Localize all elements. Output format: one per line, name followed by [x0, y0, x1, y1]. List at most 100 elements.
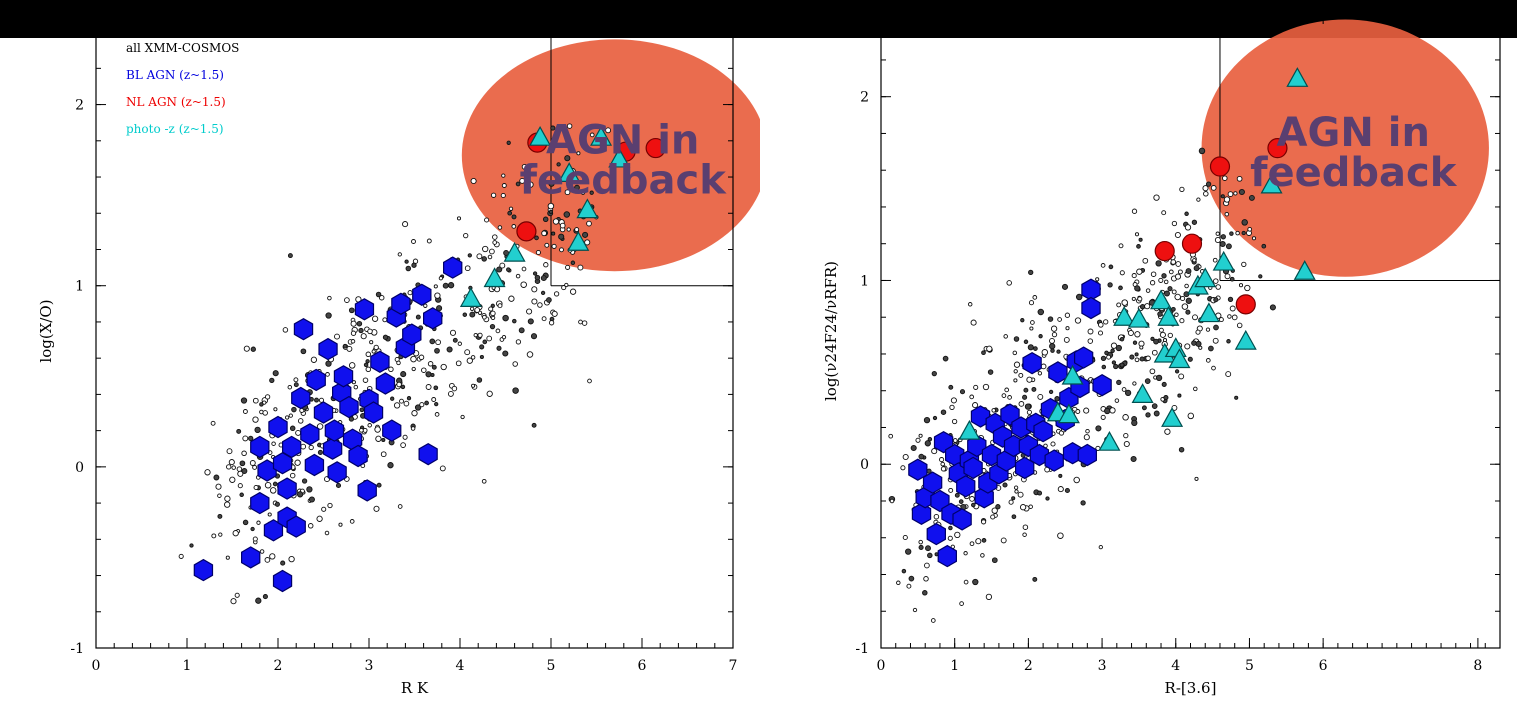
field-source-point — [274, 501, 280, 507]
x-axis-label: R K — [401, 679, 429, 697]
photo-z-point — [1293, 260, 1316, 280]
field-source-point — [1085, 428, 1090, 434]
field-source-point — [1083, 434, 1090, 441]
field-source-point — [1101, 364, 1107, 370]
field-source-point — [1213, 278, 1219, 284]
bl-agn-point — [933, 431, 954, 454]
field-source-point — [1194, 476, 1199, 481]
field-source-point — [1139, 304, 1146, 310]
field-source-point — [237, 483, 243, 489]
field-source-point — [228, 459, 235, 466]
field-source-point — [548, 320, 555, 326]
field-source-point — [375, 291, 382, 298]
field-source-point — [397, 504, 403, 509]
field-source-point — [578, 319, 583, 325]
field-source-point — [1171, 306, 1176, 312]
field-source-point — [1174, 231, 1181, 239]
field-source-point — [980, 553, 985, 558]
field-source-point — [469, 311, 476, 318]
field-source-point — [1123, 432, 1129, 439]
field-source-point — [310, 356, 318, 363]
field-source-point — [342, 343, 348, 349]
field-source-point — [492, 240, 498, 245]
field-source-point — [1144, 303, 1151, 310]
field-source-point — [995, 504, 1001, 510]
field-source-point — [434, 412, 440, 417]
field-source-point — [489, 323, 496, 330]
field-source-point — [1108, 264, 1114, 270]
field-source-point — [543, 262, 549, 268]
field-source-point — [1226, 339, 1231, 344]
x-tick-label: 6 — [1319, 658, 1328, 674]
field-source-point — [1223, 196, 1231, 203]
field-source-point — [289, 425, 296, 432]
series-circle — [1154, 138, 1288, 315]
field-source-point — [1022, 524, 1029, 530]
field-source-point — [239, 492, 244, 498]
field-source-point — [259, 549, 265, 554]
field-source-point — [470, 177, 477, 185]
field-source-point — [1174, 312, 1179, 317]
field-source-point — [1058, 473, 1063, 478]
field-source-point — [1017, 491, 1024, 498]
photo-z-point — [503, 241, 526, 262]
field-source-point — [1116, 379, 1122, 386]
field-source-point — [888, 433, 894, 439]
field-source-point — [580, 190, 586, 195]
field-source-point — [923, 576, 929, 582]
field-source-point — [425, 384, 432, 390]
field-source-point — [1185, 268, 1192, 275]
bl-agn-point — [339, 395, 359, 419]
field-source-point — [1218, 317, 1224, 323]
field-source-point — [267, 512, 272, 517]
field-source-point — [1139, 345, 1144, 350]
field-source-point — [918, 544, 924, 550]
field-source-point — [1047, 316, 1054, 322]
field-source-point — [1225, 371, 1232, 378]
field-source-point — [527, 318, 534, 325]
field-source-point — [1098, 544, 1103, 550]
field-source-point — [1050, 325, 1058, 332]
field-source-point — [497, 225, 503, 230]
legend-entry: photo -z (z~1.5) — [126, 122, 224, 136]
field-source-point — [1229, 231, 1234, 236]
field-source-point — [500, 192, 506, 199]
field-source-point — [901, 568, 907, 574]
bl-agn-point — [286, 515, 306, 538]
field-source-point — [346, 345, 353, 352]
field-source-point — [350, 330, 357, 336]
field-source-point — [252, 464, 258, 470]
field-source-point — [1129, 354, 1135, 360]
field-source-point — [1113, 363, 1119, 370]
field-source-point — [553, 291, 560, 297]
field-source-point — [537, 302, 543, 308]
field-source-point — [424, 400, 429, 406]
field-source-point — [1134, 352, 1139, 357]
field-source-point — [1269, 304, 1276, 311]
field-source-point — [902, 453, 909, 461]
photo-z-point — [1234, 329, 1257, 350]
field-source-point — [1134, 285, 1141, 292]
field-source-point — [284, 415, 290, 420]
field-source-point — [526, 308, 533, 315]
field-source-point — [1041, 349, 1049, 356]
field-source-point — [344, 297, 350, 303]
field-source-point — [1122, 414, 1129, 421]
field-source-point — [1037, 308, 1045, 316]
field-source-point — [596, 182, 601, 188]
field-source-point — [262, 594, 268, 600]
field-source-point — [548, 180, 555, 187]
field-source-point — [527, 181, 534, 188]
field-source-point — [1227, 296, 1234, 303]
field-source-point — [367, 423, 372, 428]
field-source-point — [294, 459, 301, 466]
field-source-point — [316, 423, 324, 430]
field-source-point — [563, 211, 571, 218]
field-source-point — [242, 435, 249, 442]
field-source-point — [1132, 340, 1138, 345]
field-source-point — [486, 390, 493, 397]
field-source-point — [230, 598, 237, 605]
field-source-point — [1153, 338, 1159, 345]
field-source-point — [451, 385, 458, 392]
field-source-point — [508, 206, 514, 211]
